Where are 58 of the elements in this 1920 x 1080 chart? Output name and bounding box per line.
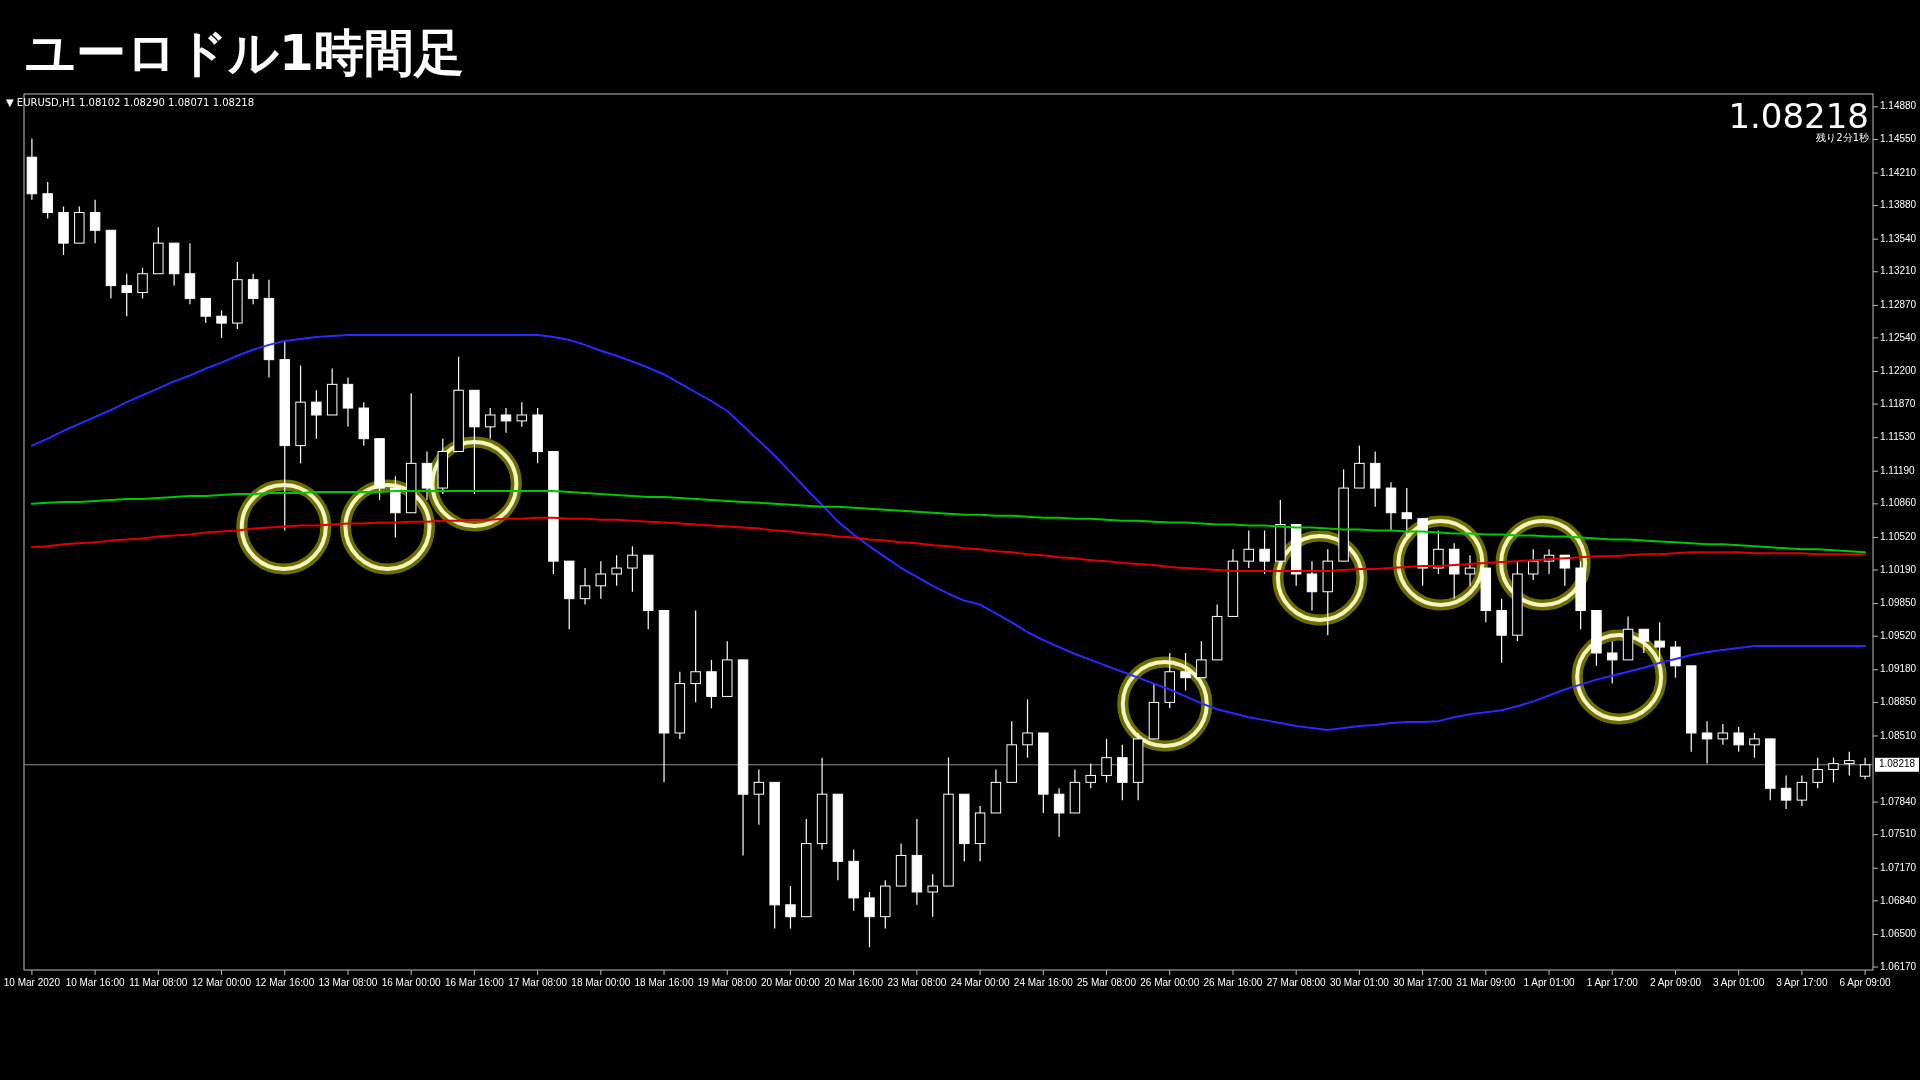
x-tick-label: 17 Mar 08:00 <box>508 977 568 988</box>
x-tick-label: 1 Apr 01:00 <box>1523 977 1576 988</box>
x-tick-label: 18 Mar 00:00 <box>571 977 631 988</box>
y-tick-label: 1.06500 <box>1880 928 1917 940</box>
y-tick-label: 1.14880 <box>1880 100 1917 112</box>
y-tick-label: 1.11870 <box>1880 397 1916 409</box>
x-tick-label: 16 Mar 16:00 <box>444 977 505 988</box>
x-tick-label: 6 Apr 09:00 <box>1839 977 1892 988</box>
title: ユーロドル1時間足 <box>25 24 464 82</box>
x-tick-label: 25 Mar 08:00 <box>1077 977 1137 988</box>
x-tick-label: 30 Mar 17:00 <box>1393 977 1453 988</box>
y-tick-label: 1.09850 <box>1880 597 1917 609</box>
y-tick-label: 1.09180 <box>1880 663 1917 675</box>
y-tick-label: 1.11190 <box>1880 464 1916 476</box>
x-tick-label: 26 Mar 00:00 <box>1140 977 1200 988</box>
x-tick-label: 18 Mar 16:00 <box>634 977 694 988</box>
x-tick-label: 23 Mar 08:00 <box>887 977 947 988</box>
x-tick-label: 1 Apr 17:00 <box>1586 977 1639 988</box>
x-tick-label: 16 Mar 00:00 <box>381 977 442 988</box>
y-tick-label: 1.13210 <box>1880 265 1917 277</box>
y-tick-label: 1.09520 <box>1880 629 1917 641</box>
y-tick-label: 1.07510 <box>1880 828 1917 840</box>
y-tick-label: 1.11530 <box>1880 431 1916 443</box>
x-tick-label: 11 Mar 08:00 <box>129 977 188 988</box>
y-tick-label: 1.10860 <box>1880 497 1917 509</box>
x-tick-label: 12 Mar 00:00 <box>192 977 252 988</box>
x-tick-label: 12 Mar 16:00 <box>255 977 315 988</box>
y-tick-label: 1.13540 <box>1880 232 1917 244</box>
y-tick-label: 1.10190 <box>1880 563 1917 575</box>
y-tick-label: 1.12870 <box>1880 298 1917 310</box>
annotation: ▼ EURUSD,H1 1.08102 1.08290 1.08071 1.08218 <box>6 97 254 108</box>
x-tick-label: 10 Mar 16:00 <box>65 977 126 988</box>
x-tick-label: 19 Mar 08:00 <box>697 977 758 988</box>
x-tick-label: 27 Mar 08:00 <box>1266 977 1327 988</box>
x-tick-label: 24 Mar 00:00 <box>950 977 1010 988</box>
x-tick-label: 31 Mar 09:00 <box>1456 977 1516 988</box>
y-tick-label: 1.12540 <box>1880 331 1917 343</box>
y-tick-label: 1.14210 <box>1880 166 1917 178</box>
y-tick-label: 1.07170 <box>1880 861 1917 873</box>
x-tick-label: 3 Apr 01:00 <box>1713 977 1765 988</box>
x-tick-label: 24 Mar 16:00 <box>1013 977 1074 988</box>
y-tick-label: 1.07840 <box>1880 795 1917 807</box>
x-tick-label: 10 Mar 2020 <box>3 977 61 988</box>
y-tick-label: 1.06170 <box>1880 960 1917 972</box>
y-tick-label: 1.12200 <box>1880 365 1917 377</box>
x-tick-label: 3 Apr 17:00 <box>1776 977 1828 988</box>
y-tick-label: 1.08850 <box>1880 696 1917 707</box>
x-tick-label: 2 Apr 09:00 <box>1649 977 1702 988</box>
y-tick-label: 1.08510 <box>1880 729 1917 741</box>
x-tick-label: 20 Mar 00:00 <box>761 977 821 988</box>
x-tick-label: 20 Mar 16:00 <box>824 977 884 988</box>
y-tick-label: 1.14550 <box>1880 133 1917 145</box>
y-tick-label: 1.06840 <box>1880 894 1917 906</box>
x-tick-label: 13 Mar 08:00 <box>318 977 378 988</box>
y-tick-label: 1.10520 <box>1880 531 1917 543</box>
x-tick-label: 30 Mar 01:00 <box>1329 977 1390 988</box>
x-tick-label: 26 Mar 16:00 <box>1203 977 1263 988</box>
y-tick-label: 1.13880 <box>1880 199 1917 211</box>
